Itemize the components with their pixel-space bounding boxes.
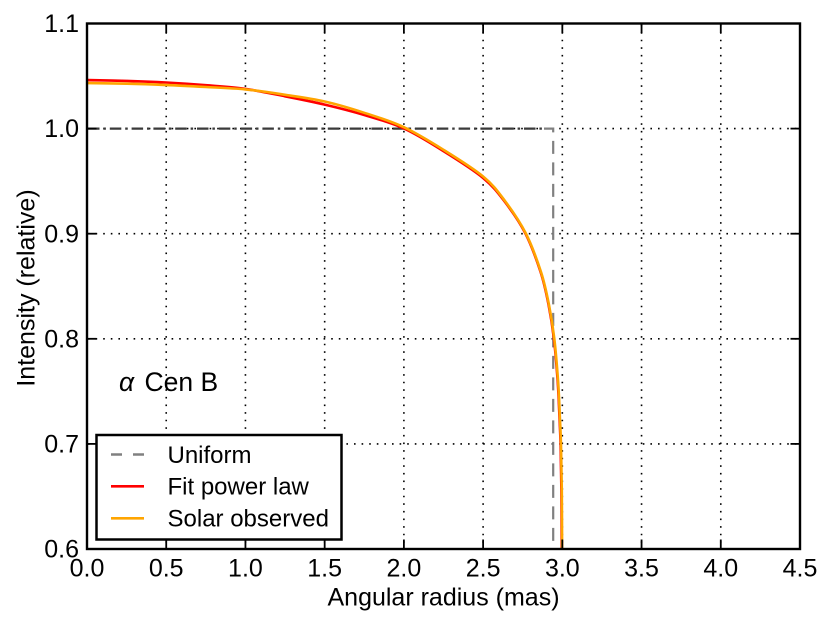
svg-text:1.5: 1.5 [307,554,342,582]
svg-text:Angular radius (mas): Angular radius (mas) [327,583,559,611]
svg-text:Intensity (relative): Intensity (relative) [13,189,41,386]
svg-text:0.5: 0.5 [149,554,184,582]
svg-text:3.0: 3.0 [545,554,580,582]
svg-text:2.0: 2.0 [387,554,422,582]
svg-text:0.9: 0.9 [44,220,79,248]
svg-text:Fit power law: Fit power law [168,474,310,501]
svg-text:0.7: 0.7 [44,431,79,459]
svg-text:0.6: 0.6 [44,536,79,564]
svg-text:1.0: 1.0 [44,115,79,143]
svg-text:2.5: 2.5 [466,554,501,582]
svg-text:Solar observed: Solar observed [168,506,329,533]
svg-text:α Cen B: α Cen B [119,367,218,397]
svg-text:4.5: 4.5 [783,554,818,582]
svg-text:Uniform: Uniform [168,442,252,469]
svg-text:1.1: 1.1 [44,10,79,38]
svg-text:3.5: 3.5 [624,554,659,582]
svg-text:1.0: 1.0 [228,554,263,582]
svg-text:0.8: 0.8 [44,325,79,353]
svg-text:0.0: 0.0 [70,554,105,582]
svg-text:4.0: 4.0 [703,554,738,582]
